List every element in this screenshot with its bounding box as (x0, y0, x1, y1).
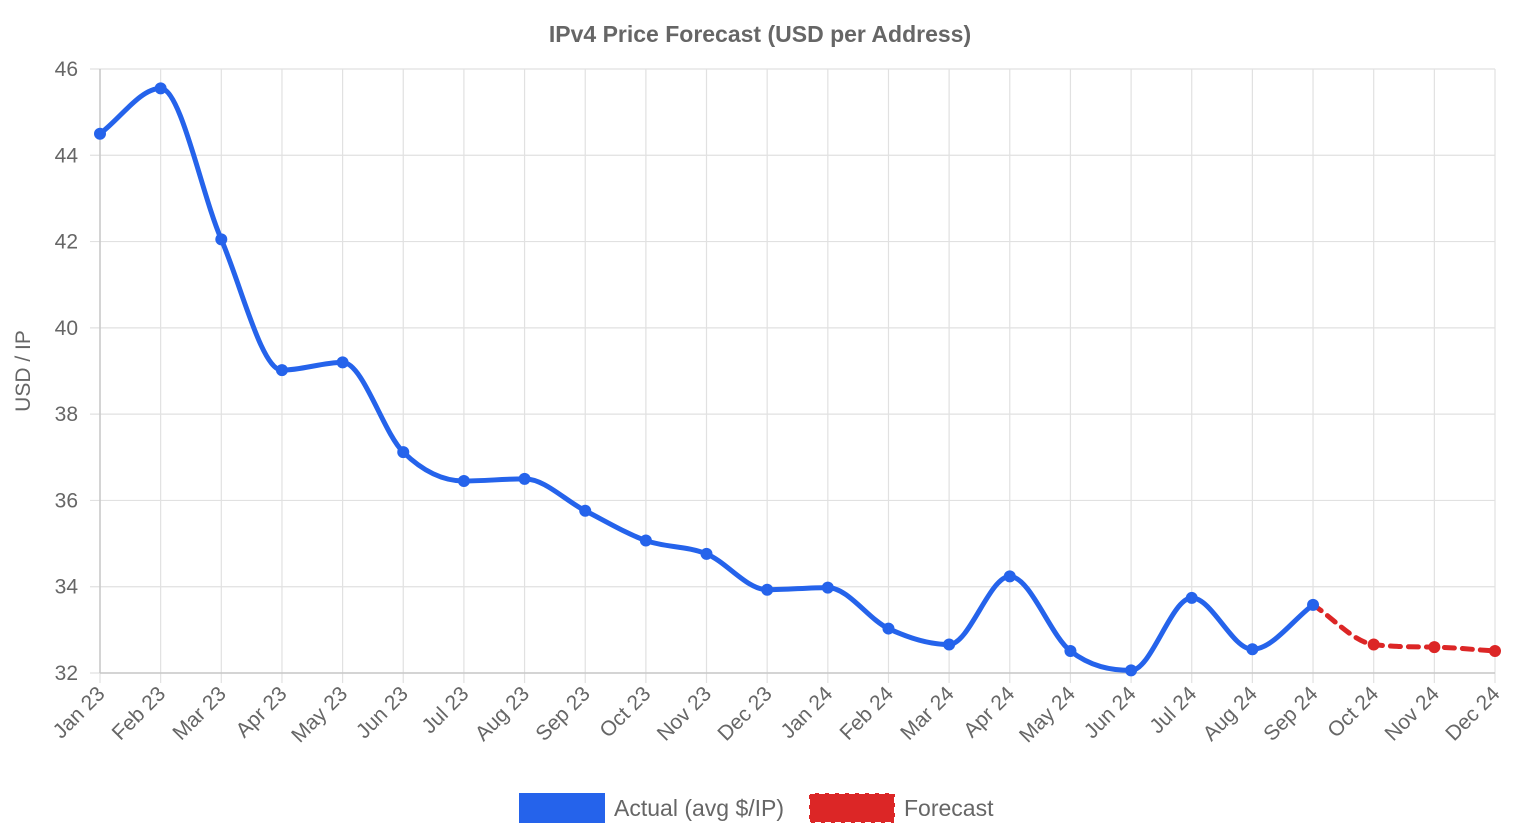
y-tick-label: 44 (55, 144, 79, 167)
actual-data-point[interactable] (639, 534, 652, 547)
forecast-data-point[interactable] (1367, 638, 1380, 651)
actual-data-point[interactable] (275, 364, 288, 377)
x-tick-label: Nov 23 (653, 682, 716, 745)
x-tick-label: Mar 23 (168, 682, 230, 744)
x-tick-label: Sep 24 (1259, 682, 1323, 746)
legend-label-forecast: Forecast (904, 795, 994, 821)
x-tick-label: Jun 24 (1080, 682, 1141, 743)
actual-data-point[interactable] (821, 581, 834, 594)
y-tick-label: 34 (55, 576, 79, 599)
actual-data-point[interactable] (1185, 591, 1198, 604)
actual-data-point[interactable] (215, 233, 228, 246)
x-tick-label: Jul 24 (1145, 682, 1201, 738)
legend-label-actual: Actual (avg $/IP) (614, 795, 784, 821)
y-tick-label: 42 (55, 231, 78, 254)
actual-data-point[interactable] (1246, 643, 1259, 656)
data-points (94, 82, 1501, 677)
actual-data-point[interactable] (882, 622, 895, 635)
actual-data-point[interactable] (397, 446, 410, 459)
actual-data-point[interactable] (1125, 664, 1138, 677)
y-tick-label: 46 (55, 58, 78, 81)
x-tick-label: Jun 23 (352, 682, 413, 743)
grid (90, 68, 1496, 683)
x-tick-label: Apr 24 (959, 682, 1019, 742)
x-tick-label: Jan 24 (777, 682, 838, 743)
x-tick-label: Aug 24 (1199, 682, 1263, 746)
y-tick-label: 40 (55, 317, 78, 340)
y-tick-label: 38 (55, 403, 78, 426)
x-tick-label: Oct 24 (1323, 682, 1383, 742)
x-tick-label: Dec 23 (713, 682, 776, 745)
y-tick-label: 36 (55, 489, 78, 512)
actual-series-line (97, 85, 1316, 673)
forecast-data-point[interactable] (1428, 641, 1441, 654)
actual-data-point[interactable] (94, 127, 106, 140)
x-tick-label: Feb 24 (836, 682, 899, 745)
x-tick-label: Nov 24 (1381, 682, 1445, 746)
x-tick-label: Feb 23 (108, 682, 171, 745)
x-tick-label: Apr 23 (231, 682, 291, 742)
x-tick-label: Jan 23 (49, 682, 110, 743)
actual-data-point[interactable] (154, 82, 167, 95)
series-lines (97, 85, 1498, 673)
chart-title: IPv4 Price Forecast (USD per Address) (549, 21, 971, 47)
x-tick-label: Sep 23 (531, 682, 594, 745)
actual-data-point[interactable] (457, 475, 470, 488)
actual-data-point[interactable] (943, 638, 956, 651)
legend-item-forecast[interactable]: Forecast (808, 792, 994, 824)
x-tick-label: May 23 (287, 682, 352, 747)
x-tick-label: Mar 24 (896, 682, 959, 745)
actual-data-point[interactable] (336, 356, 349, 369)
actual-data-point[interactable] (700, 547, 713, 560)
x-tick-label: Oct 23 (595, 682, 655, 742)
actual-data-point[interactable] (1003, 570, 1016, 583)
x-tick-label: May 24 (1015, 682, 1080, 747)
actual-data-point[interactable] (1307, 598, 1320, 611)
x-tick-label: Jul 23 (418, 682, 474, 738)
y-tick-label: 32 (55, 662, 78, 685)
x-tick-label: Aug 23 (471, 682, 534, 745)
forecast-series-line (1310, 602, 1498, 654)
actual-data-point[interactable] (518, 472, 531, 485)
legend-swatch-forecast (808, 792, 896, 824)
legend-item-actual[interactable]: Actual (avg $/IP) (519, 793, 784, 823)
actual-data-point[interactable] (1064, 644, 1077, 657)
legend-swatch-actual (519, 793, 605, 823)
actual-data-point[interactable] (579, 504, 592, 517)
legend: Actual (avg $/IP) Forecast (519, 792, 994, 824)
y-axis-label: USD / IP (12, 330, 35, 412)
x-tick-label: Dec 24 (1441, 682, 1505, 746)
forecast-data-point[interactable] (1489, 644, 1501, 657)
actual-data-point[interactable] (761, 583, 774, 596)
